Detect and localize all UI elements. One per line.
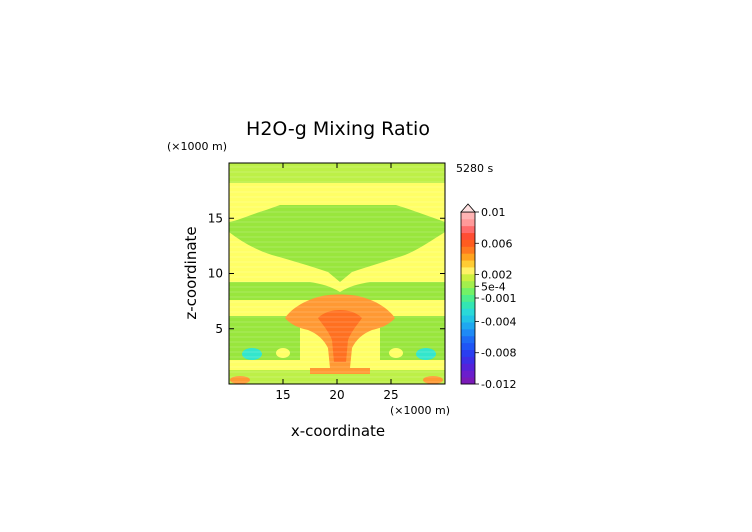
colorbar-swatch [461, 212, 475, 220]
x-tick-label: 20 [329, 388, 344, 402]
plume-core [318, 310, 362, 362]
colorbar-swatch [461, 356, 475, 364]
y-tick-label: 5 [215, 322, 223, 336]
x-unit-label: (×1000 m) [390, 404, 450, 417]
colorbar-swatch [461, 294, 475, 302]
y-axis-label: z-coordinate [182, 226, 200, 319]
left-cyan-spot [242, 348, 262, 360]
x-axis: 15 20 25 [275, 163, 399, 402]
colorbar [460, 203, 476, 385]
bottom-orange-strip [310, 368, 370, 374]
upper-green-region [229, 205, 445, 282]
x-axis-label: x-coordinate [291, 422, 385, 440]
colorbar-swatch [461, 363, 475, 371]
colorbar-extend-arrow [460, 203, 476, 213]
colorbar-swatch [461, 273, 475, 282]
colorbar-swatch [461, 342, 475, 350]
y-tick-label: 15 [208, 211, 223, 225]
colorbar-swatch [461, 335, 475, 344]
colorbar-swatch [461, 328, 475, 337]
colorbar-swatch [461, 322, 475, 330]
colorbar-label: 5e-4 [481, 280, 506, 293]
colorbar-swatch [461, 301, 475, 309]
colorbar-label: -0.008 [481, 347, 516, 360]
colorbar-swatch [461, 246, 475, 254]
contour-field [229, 163, 445, 384]
colorbar-swatch [461, 308, 475, 316]
colorbar-swatch [461, 287, 475, 295]
y-unit-label: (×1000 m) [167, 140, 227, 153]
colorbar-swatch [461, 232, 475, 240]
colorbar-label: -0.012 [481, 378, 516, 391]
colorbar-swatch [461, 280, 475, 289]
colorbar-swatch [461, 225, 475, 234]
colorbar-swatch [461, 267, 475, 275]
colorbar-label: 0.002 [481, 269, 513, 282]
colorbar-swatch [461, 253, 475, 261]
colorbar-label: 0.006 [481, 237, 513, 250]
chart-title: H2O-g Mixing Ratio [246, 118, 430, 140]
bottom-right-orange [423, 376, 443, 384]
left-yellow-spot [276, 348, 290, 358]
colorbar-swatch [461, 239, 475, 247]
colorbar-swatch [461, 349, 475, 357]
colorbar-swatch [461, 260, 475, 268]
field-gridlines [229, 166, 445, 383]
mid-green-band [229, 282, 445, 300]
colorbar-swatch [461, 370, 475, 378]
y-tick-label: 10 [208, 267, 223, 281]
colorbar-swatch [461, 218, 475, 227]
colorbar-label: -0.001 [481, 292, 516, 305]
x-tick-label: 15 [275, 388, 290, 402]
colorbar-swatch [461, 377, 475, 385]
bottom-left-orange [230, 376, 250, 384]
colorbar-label: 0.01 [481, 206, 506, 219]
right-cyan-spot [416, 348, 436, 360]
time-label: 5280 s [456, 162, 493, 175]
right-yellow-spot [389, 348, 403, 358]
colorbar-label: -0.004 [481, 315, 516, 328]
y-axis: 5 10 15 [208, 211, 445, 336]
x-tick-label: 25 [383, 388, 398, 402]
colorbar-swatch [461, 315, 475, 323]
